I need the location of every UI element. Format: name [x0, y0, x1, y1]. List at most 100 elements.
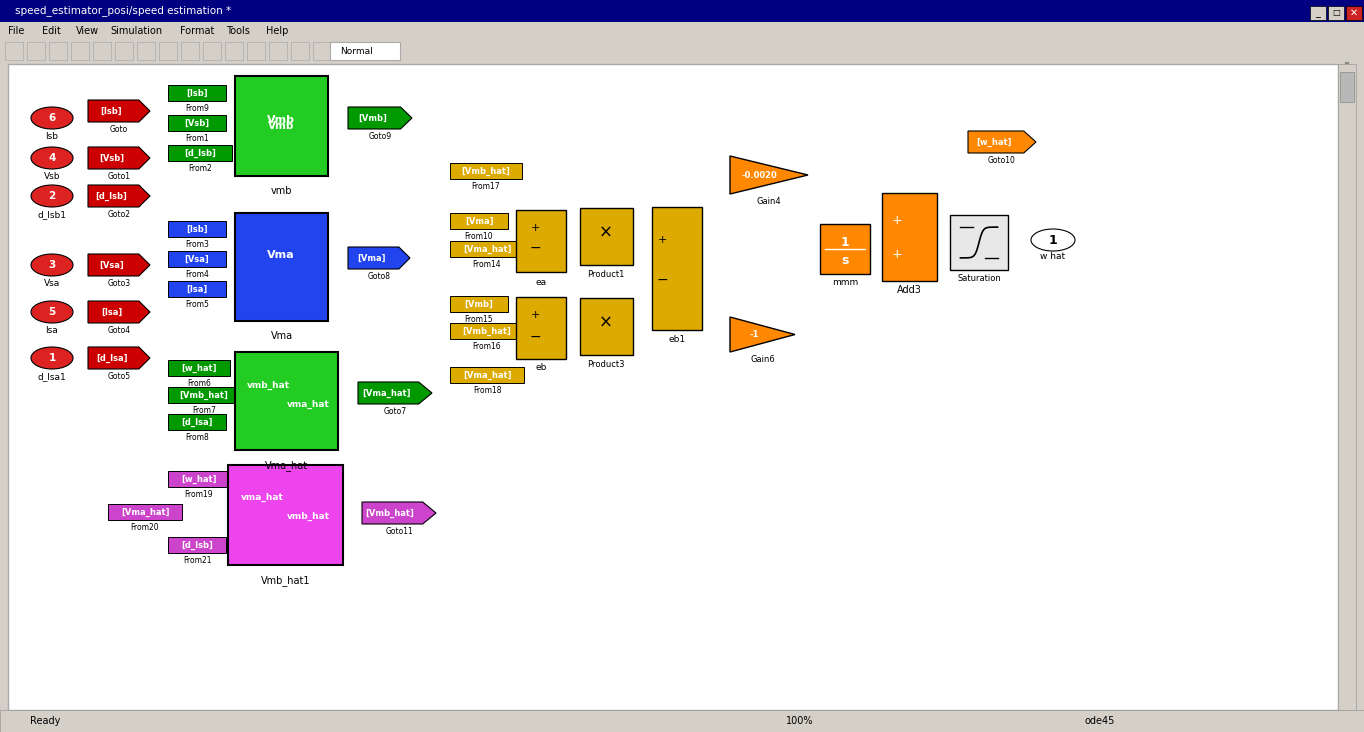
Bar	[0, 710, 1364, 732]
Text: 6: 6	[48, 113, 56, 123]
Bar	[269, 42, 286, 60]
Bar	[27, 42, 45, 60]
Text: [Isb]: [Isb]	[187, 225, 207, 234]
Text: [w_hat]: [w_hat]	[181, 474, 217, 484]
Bar	[580, 208, 633, 265]
Bar	[516, 210, 566, 272]
Polygon shape	[89, 147, 150, 169]
Text: [Isb]: [Isb]	[101, 106, 123, 116]
Polygon shape	[968, 131, 1037, 153]
Text: Goto4: Goto4	[108, 326, 131, 335]
Ellipse shape	[31, 107, 74, 129]
Text: −: −	[529, 241, 540, 255]
Text: speed_estimator_posi/speed estimation *: speed_estimator_posi/speed estimation *	[15, 6, 231, 16]
Text: [Vmb_hat]: [Vmb_hat]	[180, 390, 228, 400]
Text: [d_lsa]: [d_lsa]	[181, 417, 213, 427]
Text: Goto: Goto	[110, 125, 128, 134]
Bar	[357, 42, 375, 60]
Bar	[225, 42, 243, 60]
Text: [Vmb]: [Vmb]	[465, 299, 494, 308]
Text: 1: 1	[840, 236, 850, 250]
Text: 1: 1	[1049, 234, 1057, 247]
Text: −: −	[529, 330, 540, 344]
Bar	[115, 42, 134, 60]
Text: Ready: Ready	[30, 716, 60, 726]
Text: vma_hat: vma_hat	[286, 400, 330, 408]
Bar	[450, 213, 507, 229]
Bar	[168, 221, 226, 237]
Text: [Vsb]: [Vsb]	[184, 119, 210, 127]
Text: vmb_hat: vmb_hat	[286, 512, 330, 520]
Polygon shape	[89, 100, 150, 122]
Polygon shape	[361, 502, 436, 524]
Bar	[1338, 64, 1356, 710]
Text: Goto9: Goto9	[368, 132, 391, 141]
Text: [Vmb]: [Vmb]	[357, 113, 387, 122]
Polygon shape	[730, 317, 795, 352]
Text: [w_hat]: [w_hat]	[181, 363, 217, 373]
Text: vmb: vmb	[270, 186, 292, 196]
Polygon shape	[357, 382, 432, 404]
Text: From3: From3	[186, 240, 209, 249]
Text: [Vma_hat]: [Vma_hat]	[361, 389, 411, 397]
Ellipse shape	[31, 254, 74, 276]
Bar	[93, 42, 110, 60]
Text: [Isa]: [Isa]	[187, 285, 207, 294]
Text: Gain4: Gain4	[757, 197, 782, 206]
Text: [d_lsb]: [d_lsb]	[181, 540, 213, 550]
Text: [d_Isa]: [d_Isa]	[95, 354, 127, 362]
Bar	[450, 323, 524, 339]
Text: s: s	[842, 253, 848, 266]
Polygon shape	[89, 301, 150, 323]
Text: [d_lsb]: [d_lsb]	[184, 149, 216, 157]
Text: Vmb_hat1: Vmb_hat1	[261, 575, 310, 586]
Text: [Isb]: [Isb]	[187, 89, 207, 97]
Text: +: +	[531, 223, 540, 233]
Text: 3: 3	[48, 260, 56, 270]
Text: Goto5: Goto5	[108, 372, 131, 381]
Text: 2: 2	[48, 191, 56, 201]
Text: ×: ×	[599, 314, 612, 332]
Text: From15: From15	[465, 315, 494, 324]
Bar	[0, 40, 1364, 62]
Text: Goto7: Goto7	[383, 407, 406, 416]
Text: [Vma]: [Vma]	[465, 217, 494, 225]
Bar	[1329, 6, 1344, 20]
Text: +: +	[892, 214, 903, 226]
Text: Goto11: Goto11	[385, 527, 413, 536]
Text: Goto2: Goto2	[108, 210, 131, 219]
Text: eb1: eb1	[668, 335, 686, 344]
Text: [w_hat]: [w_hat]	[977, 138, 1012, 146]
Text: -1: -1	[750, 330, 760, 339]
Text: Isb: Isb	[45, 132, 59, 141]
Ellipse shape	[1031, 229, 1075, 251]
Text: [Vma_hat]: [Vma_hat]	[462, 244, 512, 253]
Text: From21: From21	[183, 556, 211, 565]
Ellipse shape	[31, 347, 74, 369]
Text: Vma: Vma	[270, 331, 292, 341]
Text: Vmb: Vmb	[267, 115, 295, 125]
Bar	[883, 193, 937, 281]
Text: 5: 5	[48, 307, 56, 317]
Text: Product1: Product1	[588, 270, 625, 279]
Bar	[450, 241, 524, 257]
Text: eb: eb	[535, 363, 547, 372]
Bar	[0, 22, 1364, 40]
Text: From9: From9	[186, 104, 209, 113]
Text: -0.0020: -0.0020	[742, 171, 777, 179]
Text: From18: From18	[473, 386, 501, 395]
Text: View: View	[76, 26, 100, 36]
Bar	[168, 145, 232, 161]
Bar	[168, 251, 226, 267]
Bar	[168, 85, 226, 101]
Ellipse shape	[31, 147, 74, 169]
Bar	[168, 360, 231, 376]
Bar	[450, 163, 522, 179]
Text: From14: From14	[473, 260, 502, 269]
Text: Help: Help	[266, 26, 288, 36]
Text: Vsb: Vsb	[44, 172, 60, 181]
Text: Goto10: Goto10	[988, 156, 1016, 165]
Text: [Vma_hat]: [Vma_hat]	[121, 507, 169, 517]
Text: d_Isa1: d_Isa1	[38, 372, 67, 381]
Text: File: File	[8, 26, 25, 36]
